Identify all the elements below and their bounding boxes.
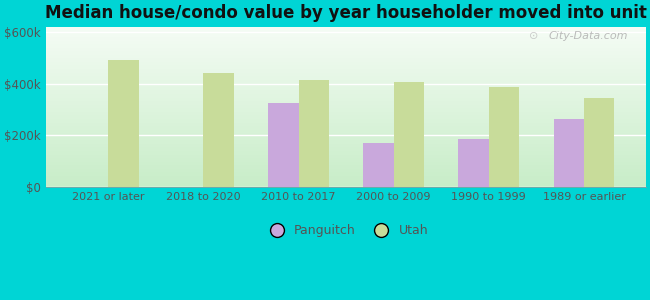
Bar xyxy=(268,103,298,187)
Text: ⊙: ⊙ xyxy=(529,31,538,41)
Title: Median house/condo value by year householder moved into unit: Median house/condo value by year househo… xyxy=(45,4,647,22)
Bar xyxy=(554,118,584,187)
Text: City-Data.com: City-Data.com xyxy=(549,31,628,41)
Legend: Panguitch, Utah: Panguitch, Utah xyxy=(259,219,433,242)
Bar xyxy=(203,73,234,187)
Bar xyxy=(363,143,394,187)
Bar xyxy=(298,80,329,187)
Bar xyxy=(108,60,138,187)
Bar xyxy=(458,139,489,187)
Bar xyxy=(489,87,519,187)
Bar xyxy=(394,82,424,187)
Bar xyxy=(584,98,614,187)
